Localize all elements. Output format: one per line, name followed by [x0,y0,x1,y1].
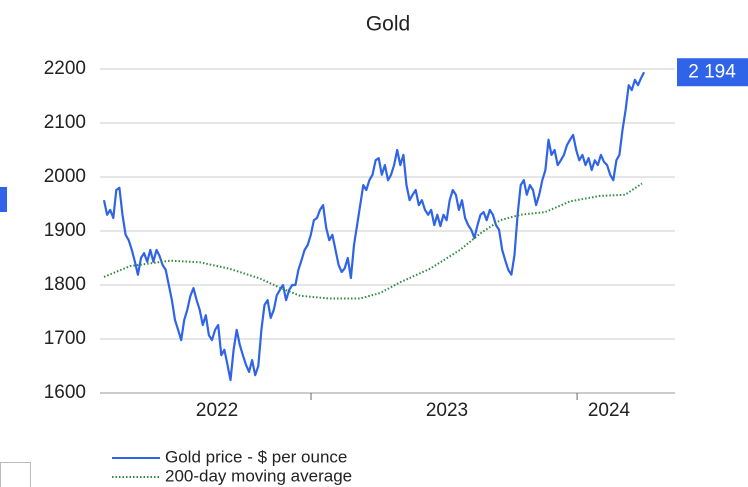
x-tick-label: 2023 [426,400,468,421]
series-line [102,71,646,382]
y-tick-label: 1700 [44,328,86,349]
x-tick-label: 2022 [196,400,238,421]
series-line [103,182,643,300]
last-value-box [677,58,748,87]
last-value-label: 2 194 [688,61,736,82]
chart-title: Gold [366,13,410,36]
corner-box [0,462,31,487]
legend-label: 200-day moving average [165,466,352,485]
y-tick-label: 1800 [44,274,86,295]
y-tick-label: 2200 [44,58,86,79]
y-tick-label: 2000 [44,166,86,187]
x-tick-label: 2024 [588,400,631,421]
y-tick-label: 1900 [44,220,86,241]
y-tick-label: 1600 [44,382,86,403]
legend-label: Gold price - $ per ounce [165,447,347,466]
side-marker [0,187,7,212]
y-tick-label: 2100 [44,112,86,133]
